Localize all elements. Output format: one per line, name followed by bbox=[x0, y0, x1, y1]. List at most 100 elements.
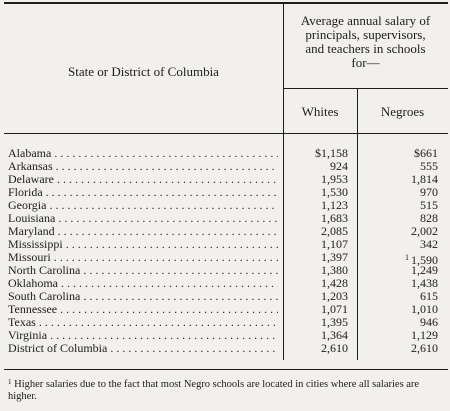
table-row: Arkansas 924 555 bbox=[8, 160, 448, 173]
negroes-salary-cell: 1 1,590 bbox=[360, 251, 438, 267]
whites-salary: 2,085 bbox=[321, 224, 348, 238]
table-row: District of Columbia 2,610 2,610 bbox=[8, 342, 448, 355]
negroes-salary-cell: 970 bbox=[360, 186, 438, 199]
footnote-ref: 1 bbox=[405, 253, 409, 262]
footnote-text: Higher salaries due to the fact that mos… bbox=[8, 379, 420, 402]
table-row: North Carolina 1,380 1,249 bbox=[8, 264, 448, 277]
negroes-salary: 1,438 bbox=[411, 276, 438, 290]
negroes-salary-cell: 342 bbox=[360, 238, 438, 251]
negroes-salary: 970 bbox=[420, 185, 438, 199]
negroes-salary-cell: 1,129 bbox=[360, 329, 438, 342]
table-row: South Carolina 1,203 615 bbox=[8, 290, 448, 303]
negroes-salary-cell: 615 bbox=[360, 290, 438, 303]
negroes-salary: 615 bbox=[420, 289, 438, 303]
table-row: Mississippi 1,107 342 bbox=[8, 238, 448, 251]
table-row: Alabama $1,158 $661 bbox=[8, 147, 448, 160]
negroes-salary-cell: 515 bbox=[360, 199, 438, 212]
negroes-column-header: Negroes bbox=[380, 104, 425, 119]
state-name: Alabama bbox=[8, 147, 278, 160]
state-name: Louisiana bbox=[8, 212, 278, 225]
negroes-salary: 2,002 bbox=[411, 224, 438, 238]
negroes-salary-cell: 946 bbox=[360, 316, 438, 329]
state-name: Missouri bbox=[8, 251, 278, 264]
whites-salary: 1,428 bbox=[321, 276, 348, 290]
salary-header-line: for— bbox=[351, 55, 380, 70]
column-divider bbox=[357, 88, 358, 360]
state-name: Arkansas bbox=[8, 160, 278, 173]
negroes-salary-cell: 1,814 bbox=[360, 173, 438, 186]
negroes-salary: 555 bbox=[420, 159, 438, 173]
table-row: Texas 1,395 946 bbox=[8, 316, 448, 329]
table-row: Tennessee 1,071 1,010 bbox=[8, 303, 448, 316]
header-bottom-rule bbox=[4, 133, 448, 134]
negroes-salary: 1,010 bbox=[411, 302, 438, 316]
whites-salary: 1,107 bbox=[321, 237, 348, 251]
state-name: Mississippi bbox=[8, 238, 278, 251]
whites-salary: 1,203 bbox=[321, 289, 348, 303]
negroes-salary: 515 bbox=[420, 198, 438, 212]
salary-header-line: and teachers in schools bbox=[305, 41, 426, 56]
whites-salary: 1,953 bbox=[321, 172, 348, 186]
bottom-rule bbox=[4, 369, 448, 370]
column-divider bbox=[283, 4, 284, 360]
state-name: North Carolina bbox=[8, 264, 278, 277]
negroes-salary-cell: 2,610 bbox=[360, 342, 438, 355]
state-name: Maryland bbox=[8, 225, 278, 238]
whites-column-header: Whites bbox=[301, 104, 339, 119]
state-name: Texas bbox=[8, 316, 278, 329]
negroes-salary: 946 bbox=[420, 315, 438, 329]
state-name: Oklahoma bbox=[8, 277, 278, 290]
whites-salary: 1,683 bbox=[321, 211, 348, 225]
negroes-salary-cell: 2,002 bbox=[360, 225, 438, 238]
whites-salary: 1,364 bbox=[321, 328, 348, 342]
whites-salary: 924 bbox=[330, 159, 348, 173]
table-row: Oklahoma 1,428 1,438 bbox=[8, 277, 448, 290]
state-name: Delaware bbox=[8, 173, 278, 186]
table-row: Florida 1,530 970 bbox=[8, 186, 448, 199]
table-row: Virginia 1,364 1,129 bbox=[8, 329, 448, 342]
state-name: District of Columbia bbox=[8, 342, 278, 355]
whites-salary: 1,395 bbox=[321, 315, 348, 329]
negroes-salary: 1,590 bbox=[411, 253, 438, 267]
state-name: South Carolina bbox=[8, 290, 278, 303]
negroes-salary-cell: 828 bbox=[360, 212, 438, 225]
whites-salary: 1,071 bbox=[321, 302, 348, 316]
table-row: Missouri 1,397 11,590 bbox=[8, 250, 448, 267]
table-row: Maryland 2,085 2,002 bbox=[8, 225, 448, 238]
top-rule bbox=[4, 2, 448, 4]
negroes-salary: $661 bbox=[414, 146, 438, 160]
footnote-marker: 1 bbox=[8, 378, 12, 386]
whites-salary: 1,397 bbox=[321, 250, 348, 264]
footnote: 1 Higher salaries due to the fact that m… bbox=[8, 376, 444, 403]
table-row: Louisiana 1,683 828 bbox=[8, 212, 448, 225]
negroes-salary: 1,249 bbox=[411, 263, 438, 277]
negroes-salary: 2,610 bbox=[411, 341, 438, 355]
negroes-salary: 1,129 bbox=[411, 328, 438, 342]
salary-header-line: Average annual salary of bbox=[300, 13, 431, 28]
whites-salary: $1,158 bbox=[315, 146, 348, 160]
state-column-header: State or District of Columbia bbox=[68, 64, 219, 79]
subheader-rule bbox=[283, 88, 448, 89]
table-body: Alabama $1,158 $661 Arkansas 924 555 Delaware 1… bbox=[8, 147, 448, 355]
table-row: Delaware 1,953 1,814 bbox=[8, 173, 448, 186]
negroes-salary-cell: 1,438 bbox=[360, 277, 438, 290]
whites-salary: 2,610 bbox=[321, 341, 348, 355]
negroes-salary-cell: 1,010 bbox=[360, 303, 438, 316]
whites-salary: 1,530 bbox=[321, 185, 348, 199]
table-row: Georgia 1,123 515 bbox=[8, 199, 448, 212]
negroes-salary-cell: 555 bbox=[360, 160, 438, 173]
negroes-salary-cell: $661 bbox=[360, 147, 438, 160]
negroes-salary: 828 bbox=[420, 211, 438, 225]
state-name: Georgia bbox=[8, 199, 278, 212]
state-name: Virginia bbox=[8, 329, 278, 342]
whites-salary: 1,380 bbox=[321, 263, 348, 277]
state-name: Florida bbox=[8, 186, 278, 199]
negroes-salary-cell: 1,249 bbox=[360, 264, 438, 277]
salary-header-line: principals, supervisors, bbox=[305, 27, 426, 42]
negroes-salary: 342 bbox=[420, 237, 438, 251]
whites-salary: 1,123 bbox=[321, 198, 348, 212]
salary-group-header: Average annual salary of principals, sup… bbox=[283, 14, 448, 70]
state-name: Tennessee bbox=[8, 303, 278, 316]
negroes-salary: 1,814 bbox=[411, 172, 438, 186]
